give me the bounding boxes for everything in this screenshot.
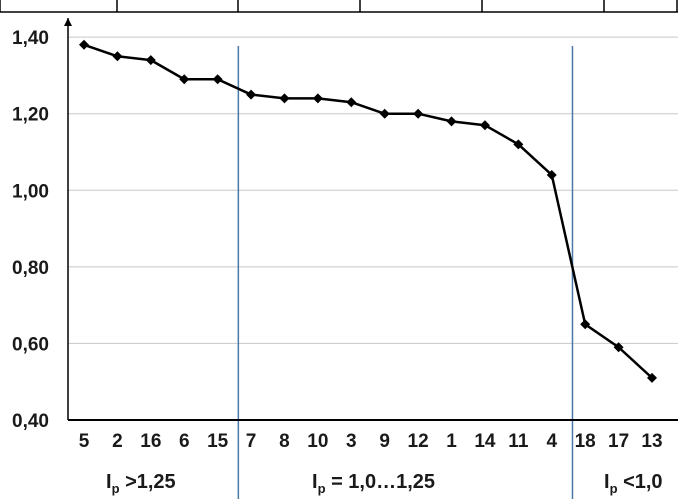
x-tick-label: 4 [546,431,557,452]
data-point [145,55,156,66]
data-point [513,139,524,150]
x-tick-label: 3 [346,431,357,452]
y-tick-labels: 1,40 1,20 1,00 0,80 0,60 0,40 [12,28,49,432]
x-tick-label: 5 [79,431,90,452]
x-tick-label: 1 [446,431,457,452]
x-tick-label: 12 [408,431,429,452]
gridlines [68,36,678,344]
data-point [379,108,390,119]
y-tick-label: 1,40 [12,28,49,49]
y-tick-label: 1,20 [12,105,49,126]
region-label: Ip >1,25 [106,471,176,496]
region-labels: Ip >1,25 Ip = 1,0…1,25 Ip <1,0 [106,471,663,496]
data-point [546,169,557,180]
data-point [479,120,490,131]
y-tick-label: 1,00 [12,181,49,202]
y-axis-arrow [64,18,72,26]
x-tick-label: 18 [575,431,596,452]
data-point [179,74,190,85]
x-tick-label: 6 [179,431,190,452]
data-series [79,39,657,383]
data-point [580,319,591,330]
data-point [346,97,357,108]
data-point [613,342,624,353]
x-tick-label: 2 [112,431,123,452]
data-point [647,372,657,383]
data-point [312,93,323,104]
x-tick-label: 9 [379,431,390,452]
x-tick-label: 17 [608,431,629,452]
data-point [279,93,290,104]
axes [64,18,678,421]
x-tick-label: 15 [207,431,229,452]
data-point [212,74,223,85]
x-tick-label: 11 [508,431,529,452]
top-table-strip [0,0,678,13]
data-point [446,116,457,127]
series-line [83,43,653,379]
x-tick-label: 7 [246,431,257,452]
data-point [79,39,89,50]
x-tick-label: 14 [474,431,496,452]
region-label: Ip <1,0 [604,471,663,496]
x-tick-label: 13 [641,431,662,452]
data-point [413,108,424,119]
x-tick-labels: 5 2 16 6 15 7 8 10 3 9 12 1 14 11 4 18 17 13 [79,431,663,452]
data-point [246,89,257,100]
y-tick-label: 0,80 [12,258,49,279]
region-label: Ip = 1,0…1,25 [312,471,435,496]
x-tick-label: 16 [140,431,161,452]
data-point [112,51,123,62]
x-tick-label: 10 [307,431,328,452]
x-tick-label: 8 [279,431,290,452]
y-tick-label: 0,60 [12,334,49,355]
y-tick-label: 0,40 [12,411,49,432]
